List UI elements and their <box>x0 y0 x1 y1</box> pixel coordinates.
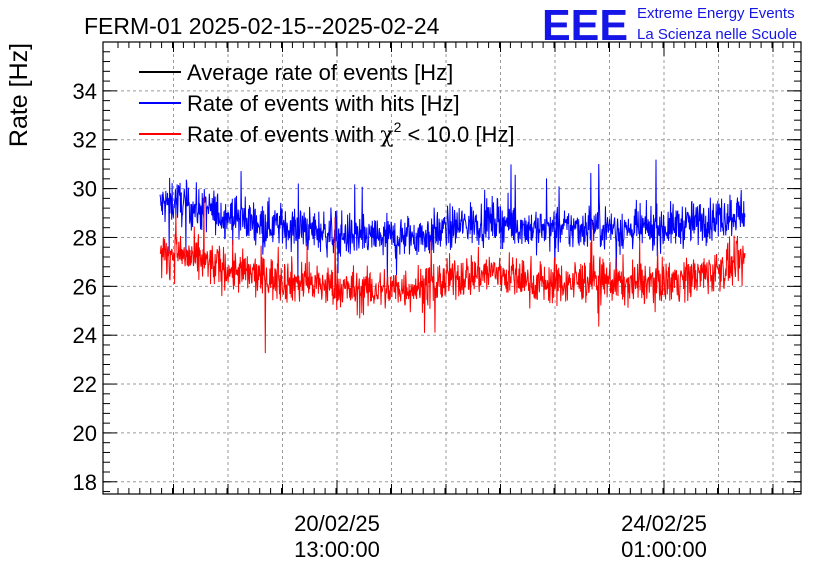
legend-label-chi2: Rate of events with χ2 < 10.0 [Hz] <box>187 119 514 148</box>
series-hits-line <box>159 159 746 284</box>
x-tick-time: 01:00:00 <box>621 537 707 562</box>
x-tick-date: 24/02/25 <box>621 511 707 536</box>
eee-logo: EEE Extreme Energy Events La Scienza nel… <box>542 1 797 50</box>
y-tick-label: 28 <box>73 225 97 250</box>
series-chi2-line <box>159 196 746 354</box>
x-tick-date: 20/02/25 <box>294 511 380 536</box>
legend-label-hits: Rate of events with hits [Hz] <box>187 91 460 116</box>
y-tick-label: 24 <box>73 323 97 348</box>
logo-line2: La Scienza nelle Scuole <box>637 26 797 43</box>
legend-chi2-sup: 2 <box>394 119 402 135</box>
y-tick-label: 18 <box>73 470 97 495</box>
plot-frame <box>102 41 802 495</box>
ticks <box>103 42 801 494</box>
y-tick-label: 20 <box>73 421 97 446</box>
legend: Average rate of events [Hz] Rate of even… <box>139 60 514 148</box>
y-tick-label: 34 <box>73 79 97 104</box>
legend-label-average: Average rate of events [Hz] <box>187 60 453 85</box>
y-tick-label: 22 <box>73 372 97 397</box>
y-tick-label: 26 <box>73 274 97 299</box>
legend-chi2-main: Rate of events with <box>187 122 380 147</box>
y-tick-labels: 18 20 22 24 26 28 30 32 34 <box>73 79 97 495</box>
logo-line1: Extreme Energy Events <box>637 5 795 22</box>
legend-chi2-tail: < 10.0 [Hz] <box>401 122 514 147</box>
x-tick-time: 13:00:00 <box>294 537 380 562</box>
legend-chi2-symbol: χ <box>380 123 393 148</box>
y-tick-label: 30 <box>73 177 97 202</box>
y-axis-title: Rate [Hz] <box>5 43 33 147</box>
series-layer <box>159 159 746 354</box>
y-tick-label: 32 <box>73 128 97 153</box>
chart-title: FERM-01 2025-02-15--2025-02-24 <box>84 13 440 39</box>
grid <box>103 42 801 494</box>
